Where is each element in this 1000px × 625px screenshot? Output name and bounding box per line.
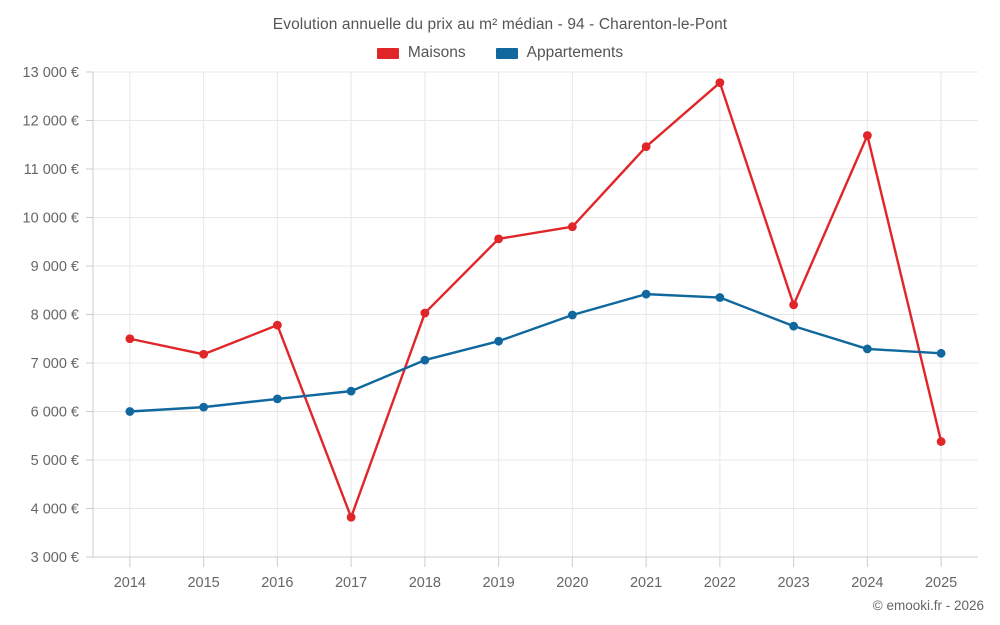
x-axis-tick-label: 2024 [851, 575, 883, 591]
y-axis-tick-label: 11 000 € [24, 162, 79, 178]
data-point[interactable] [272, 320, 282, 330]
x-axis-tick-label: 2020 [556, 575, 588, 591]
legend-label-maisons: Maisons [407, 44, 466, 61]
data-point[interactable] [789, 300, 799, 310]
x-axis-tick-label: 2023 [777, 575, 809, 591]
x-axis-tick-labels: 2014 2015 2016 2017 2018 2019 2020 2021 2022 2023… [114, 575, 958, 591]
data-point[interactable] [346, 386, 356, 396]
chart-legend: Maisons Appartements [0, 44, 1000, 62]
y-axis-tick-label: 7 000 € [31, 356, 79, 372]
data-point[interactable] [125, 407, 135, 416]
data-point[interactable] [641, 289, 651, 299]
data-point[interactable] [494, 234, 504, 244]
x-axis-tick-label: 2019 [482, 575, 514, 591]
y-axis-tick-label: 9 000 € [31, 259, 79, 275]
data-point[interactable] [346, 512, 356, 522]
data-point[interactable] [420, 355, 430, 365]
x-axis-tick-label: 2022 [704, 575, 736, 591]
data-point[interactable] [641, 142, 651, 152]
data-point[interactable] [789, 321, 799, 331]
data-point[interactable] [494, 336, 504, 346]
series-line-appartements [128, 292, 943, 413]
legend-item-appartements[interactable]: Appartements [495, 44, 624, 62]
data-point[interactable] [567, 310, 577, 320]
data-series-layer [125, 78, 946, 522]
x-axis-tick-label: 2016 [261, 575, 293, 591]
legend-swatch-maisons [376, 47, 399, 59]
legend-swatch-appartements [495, 47, 518, 59]
y-axis-tick-label: 5 000 € [31, 453, 79, 469]
data-point[interactable] [715, 293, 725, 302]
data-point[interactable] [936, 437, 946, 446]
legend-label-appartements: Appartements [526, 44, 624, 61]
chart-title: Evolution annuelle du prix au m² médian … [272, 16, 728, 33]
data-point[interactable] [862, 344, 872, 354]
data-point[interactable] [936, 348, 946, 358]
data-point[interactable] [715, 78, 725, 88]
data-point[interactable] [420, 308, 430, 318]
x-axis-tick-label: 2017 [335, 575, 367, 591]
y-axis-tick-label: 13 000 € [23, 65, 79, 81]
data-point[interactable] [862, 131, 872, 140]
data-point[interactable] [199, 402, 209, 412]
x-axis-tick-label: 2014 [114, 575, 146, 591]
axis-lines [86, 71, 978, 567]
data-point[interactable] [272, 394, 282, 404]
data-point[interactable] [125, 334, 135, 344]
x-axis-tick-label: 2021 [630, 575, 662, 591]
x-axis-tick-label: 2015 [187, 575, 219, 591]
y-axis-tick-label: 4 000 € [31, 502, 79, 518]
y-axis-tick-label: 10 000 € [23, 211, 79, 227]
y-axis-tick-label: 6 000 € [31, 405, 79, 421]
x-axis-tick-label: 2025 [925, 575, 957, 591]
x-axis-tick-label: 2018 [409, 575, 441, 591]
y-axis-tick-labels: 3 000 € 4 000 € 5 000 € 6 000 € 7 000 € 8 000… [23, 65, 79, 566]
legend-item-maisons[interactable]: Maisons [376, 44, 466, 62]
y-axis-tick-label: 3 000 € [31, 550, 79, 566]
copyright-credit: © emooki.fr - 2026 [872, 598, 984, 613]
grid-lines [93, 71, 978, 558]
y-axis-tick-label: 8 000 € [31, 308, 79, 324]
y-axis-tick-label: 12 000 € [23, 114, 79, 130]
series-line-maisons [128, 81, 943, 519]
data-point[interactable] [567, 222, 577, 232]
data-point[interactable] [199, 349, 209, 359]
